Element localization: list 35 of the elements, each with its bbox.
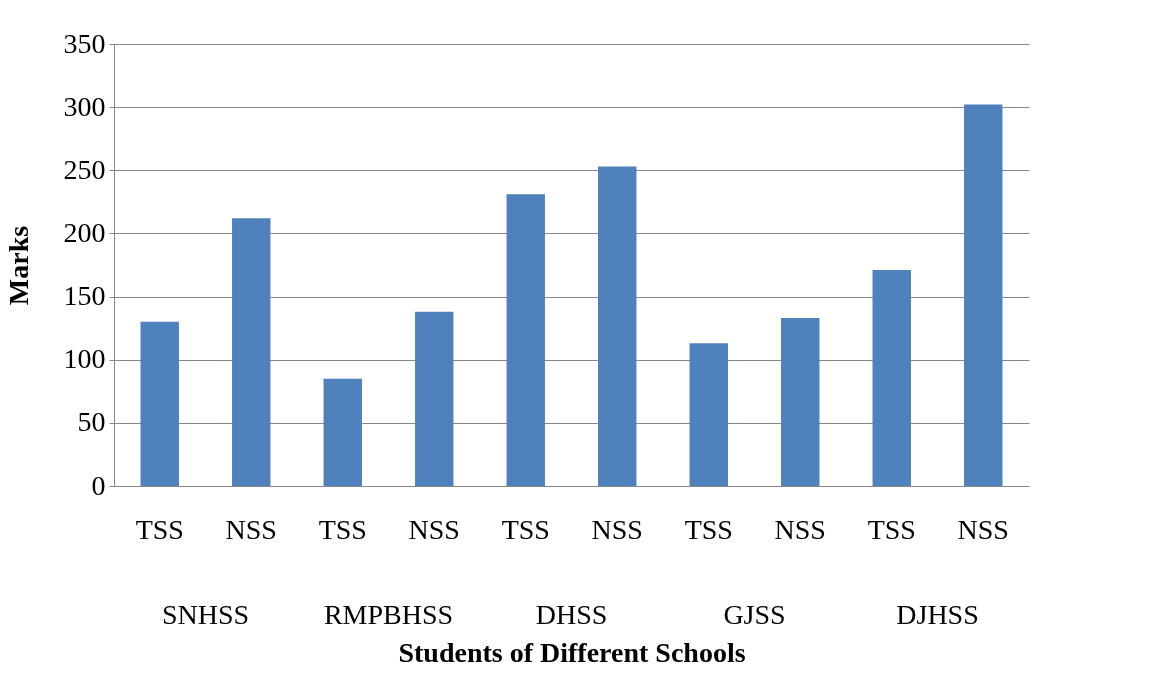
bar xyxy=(323,378,362,486)
y-tick-label: 150 xyxy=(63,280,106,312)
bar xyxy=(415,311,454,486)
bar xyxy=(689,343,728,486)
x-tick-label: NSS xyxy=(591,513,643,545)
x-tick-label: TSS xyxy=(867,513,916,545)
x-tick-label: TSS xyxy=(135,513,184,545)
bar xyxy=(964,104,1003,486)
text: RMPBHSS xyxy=(323,599,454,630)
x-tick-label: TSS xyxy=(684,513,733,545)
bar xyxy=(506,194,545,486)
x-tick-label: NSS xyxy=(957,513,1009,545)
y-tick-label: 200 xyxy=(63,216,106,248)
bar xyxy=(598,166,637,486)
y-tick-label: 0 xyxy=(91,469,106,501)
text: SNHSS xyxy=(161,599,250,630)
text: DHSS xyxy=(535,599,608,630)
x-tick-label: NSS xyxy=(774,513,826,545)
y-tick-label: 100 xyxy=(63,343,106,375)
bar xyxy=(781,318,820,486)
y-tick-label: 350 xyxy=(63,27,106,59)
x-tick-label: NSS xyxy=(225,513,277,545)
x-tick-label: TSS xyxy=(318,513,367,545)
bar xyxy=(232,218,271,486)
x-axis-title: Students of Different Schools xyxy=(398,636,746,668)
y-axis-title: Marks xyxy=(2,225,34,306)
x-tick-label: NSS xyxy=(408,513,460,545)
y-tick-label: 50 xyxy=(77,406,106,438)
bar xyxy=(140,321,179,486)
text: GJSS xyxy=(723,599,786,630)
text: DJHSS xyxy=(896,599,979,630)
bar xyxy=(872,270,911,486)
y-tick-label: 250 xyxy=(63,153,106,185)
x-tick-label: TSS xyxy=(501,513,550,545)
y-tick-label: 300 xyxy=(63,90,106,122)
